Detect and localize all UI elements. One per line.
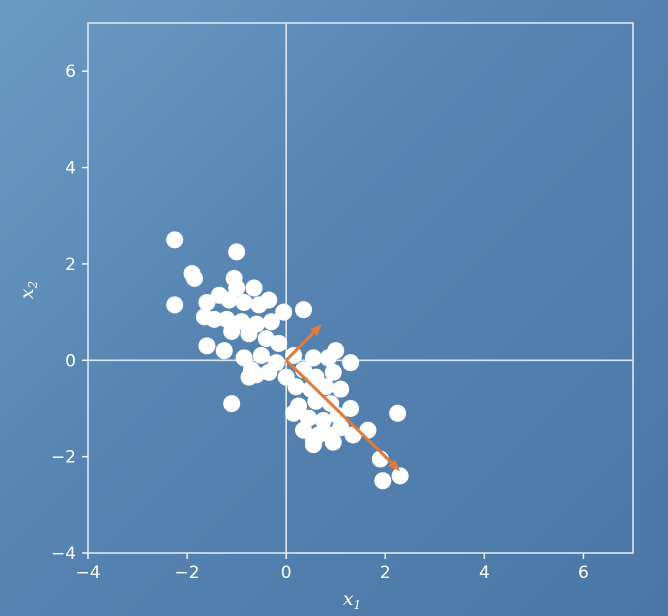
x-axis-label: x1 [343,588,361,612]
y-axis-label: x2 [16,281,40,299]
data-point [304,436,322,454]
data-point [223,322,241,340]
data-point [223,395,241,413]
data-point [374,472,392,490]
data-point [287,378,305,396]
data-point [240,368,258,386]
data-point [228,243,246,261]
data-point [245,279,263,297]
data-point [250,296,268,314]
data-point [220,291,238,309]
plot-area [87,22,634,554]
data-point [198,293,216,311]
data-point [198,337,216,355]
arrow-shaft [285,331,315,362]
data-point [342,354,360,372]
data-point [262,313,280,331]
arrow-head [388,459,401,472]
data-point [285,346,303,364]
data-point [304,349,322,367]
data-point [215,342,233,360]
data-point [327,342,345,360]
data-point [260,363,278,381]
data-point [270,334,288,352]
y-tick-label: 2 [65,255,76,275]
data-point [342,399,360,417]
data-point [332,380,350,398]
data-point [391,467,409,485]
y-tick-label: −4 [51,544,76,564]
y-tick-label: −2 [51,448,76,468]
data-point [166,296,184,314]
data-point [186,269,204,287]
data-point [332,419,350,437]
data-point [275,303,293,321]
x-tick-label: 0 [281,563,292,583]
x-tick-label: −4 [75,563,100,583]
arrow-head [309,324,322,337]
data-point [307,392,325,410]
data-point [314,412,332,429]
data-point [295,301,313,319]
arrow-shaft [285,359,393,464]
data-point [252,346,270,364]
data-point [240,325,258,343]
x-tick-label: 2 [380,563,391,583]
data-point [389,404,407,422]
data-point [324,433,342,451]
data-point [166,231,184,249]
data-point [317,378,335,396]
x-tick-label: −2 [175,563,200,583]
data-point [285,404,303,422]
y-tick-label: 4 [65,159,76,179]
data-point [324,363,342,381]
data-point [205,310,223,328]
x-tick-label: 4 [479,563,490,583]
data-point [235,293,253,311]
y-tick-label: 0 [65,351,76,371]
y-tick-label: 6 [65,62,76,82]
x-tick-label: 6 [578,563,589,583]
data-point [359,421,377,439]
